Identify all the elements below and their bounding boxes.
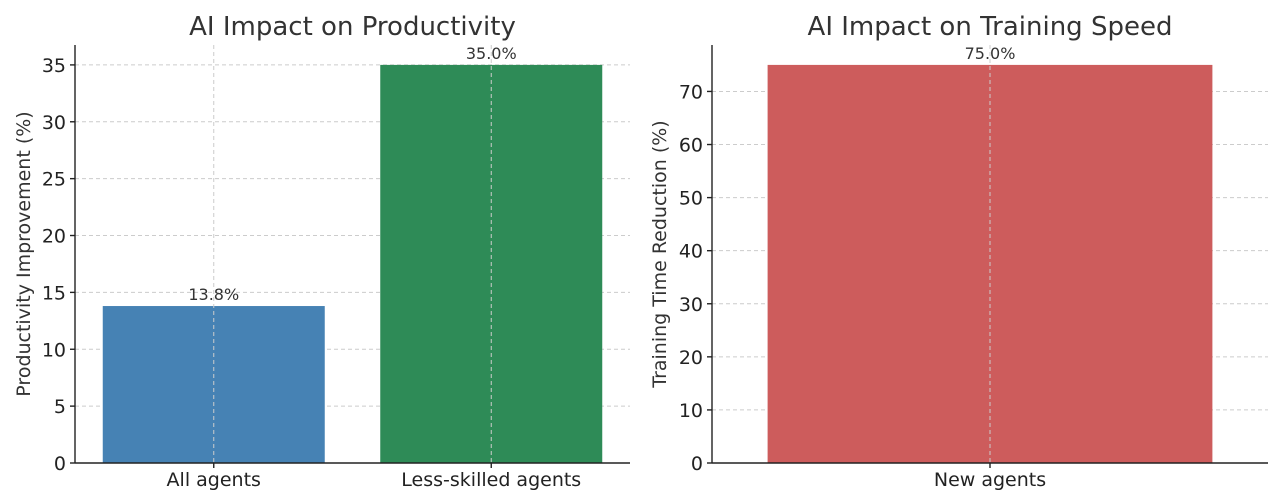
y-tick-label: 25: [42, 169, 66, 191]
y-tick-label: 10: [42, 339, 66, 361]
data-label: 35.0%: [466, 44, 517, 63]
chart-title: AI Impact on Training Speed: [808, 12, 1173, 42]
y-tick-label: 20: [42, 226, 66, 248]
y-axis-label: Productivity Improvement (%): [13, 111, 35, 396]
y-tick-label: 5: [54, 396, 66, 418]
chart-title: AI Impact on Productivity: [189, 12, 516, 42]
x-tick-label: All agents: [167, 469, 261, 491]
y-tick-label: 10: [679, 400, 703, 422]
y-tick-label: 30: [679, 294, 703, 316]
y-axis-label: Training Time Reduction (%): [649, 120, 671, 388]
data-label: 75.0%: [965, 44, 1016, 63]
y-tick-label: 35: [42, 55, 66, 77]
productivity-chart: 0 5 10 15 20 25 30 35 All agents Less-skilled age…: [13, 12, 630, 491]
x-tick-label: Less-skilled agents: [401, 469, 581, 491]
y-tick-label: 50: [679, 188, 703, 210]
y-tick-label: 30: [42, 112, 66, 134]
y-tick-label: 0: [54, 453, 66, 475]
y-tick-label: 60: [679, 135, 703, 157]
y-tick-label: 0: [691, 453, 703, 475]
y-tick-label: 70: [679, 81, 703, 103]
data-label: 13.8%: [188, 285, 239, 304]
y-tick-label: 40: [679, 241, 703, 263]
x-tick-label: New agents: [934, 469, 1046, 491]
y-tick-label: 20: [679, 347, 703, 369]
y-tick-label: 15: [42, 282, 66, 304]
training-speed-chart: 0 10 20 30 40 50 60 70 New agents 75.0% AI Impact …: [649, 12, 1268, 491]
